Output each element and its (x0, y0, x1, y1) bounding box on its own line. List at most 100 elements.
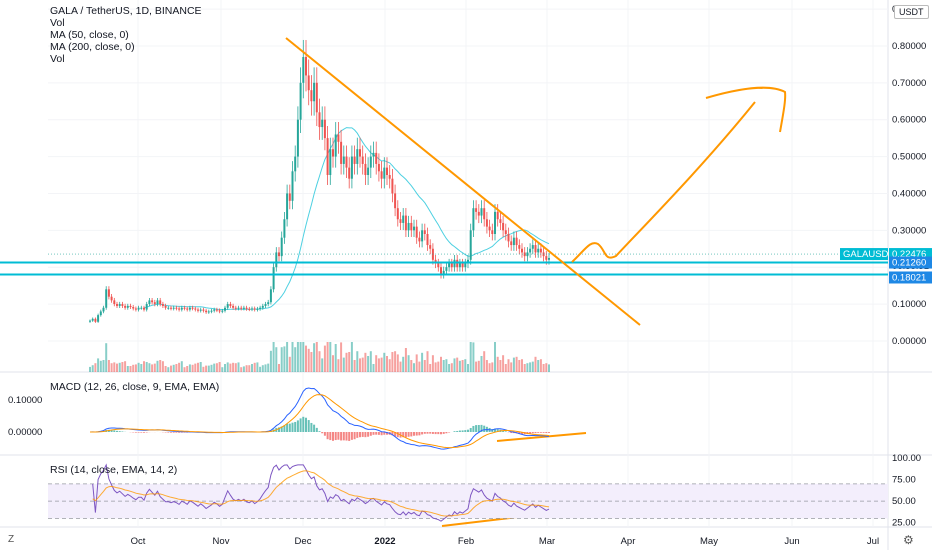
x-tick-label: May (700, 536, 718, 547)
volume-bar (502, 355, 505, 372)
volume-bar (413, 363, 415, 372)
candle-body (458, 263, 461, 268)
rsi-label[interactable]: RSI (14, close, EMA, 14, 2) (50, 464, 178, 476)
candle-body (213, 309, 216, 311)
macd-histogram-bar (372, 432, 375, 435)
candle-body (315, 82, 318, 113)
macd-histogram-bar (369, 432, 372, 436)
volume-bar (475, 361, 478, 372)
candle-body (167, 307, 170, 309)
macd-histogram-bar (437, 432, 440, 435)
macd-line (89, 387, 550, 450)
macd-histogram-bar (494, 428, 496, 432)
volume-bar (164, 366, 167, 372)
candle-body (178, 308, 181, 310)
volume-bar (251, 364, 253, 372)
macd-pane: 0.10000 0.00000 (8, 387, 550, 450)
volume-bar (267, 363, 270, 372)
volume-bar (507, 359, 510, 372)
macd-histogram-bar (118, 431, 121, 432)
volume-bar (294, 347, 297, 372)
macd-histogram-bar (167, 432, 170, 433)
indicator-ma200[interactable]: MA (200, close, 0) (50, 41, 135, 53)
support-lines[interactable] (0, 253, 888, 276)
candle-body (548, 257, 550, 260)
symbol-tag-bg (840, 248, 888, 261)
gear-icon[interactable]: ⚙ (903, 533, 914, 547)
candle-body (232, 305, 235, 308)
volume-bar (178, 362, 181, 372)
y-tick-label: 0.60000 (892, 115, 926, 126)
volume-bar (296, 342, 299, 372)
volume-bar (534, 356, 537, 372)
candle-body (496, 211, 499, 220)
x-tick-label: Oct (131, 536, 146, 547)
candle-body (180, 307, 183, 310)
macd-label[interactable]: MACD (12, 26, close, 9, EMA, EMA) (50, 381, 220, 393)
volume-bar (318, 351, 321, 372)
volume-bar (523, 364, 526, 372)
indicator-vol[interactable]: Vol (50, 17, 65, 29)
macd-histogram-bar (180, 432, 183, 433)
macd-histogram-bar (323, 432, 326, 436)
macd-histogram-bar (410, 432, 413, 437)
candle-body (494, 211, 496, 234)
candle-body (523, 252, 526, 257)
ma-polyline (143, 127, 550, 311)
macd-histogram-bar (178, 432, 181, 433)
macd-histogram-bar (134, 432, 137, 433)
candle-body (97, 315, 100, 322)
candle-body (251, 308, 253, 310)
macd-histogram-bar (356, 432, 359, 438)
volume-bar (386, 356, 388, 372)
macd-histogram-bar (496, 429, 499, 432)
candle-body (488, 226, 491, 231)
macd-histogram-bar (367, 432, 370, 437)
volume-bar (159, 360, 162, 372)
macd-histogram-bar (477, 425, 480, 432)
volume-bar (372, 364, 375, 372)
currency-badge[interactable]: USDT (894, 5, 929, 19)
rsi-y-tick: 50.00 (892, 496, 916, 507)
candle-body (399, 219, 402, 223)
macd-histogram-bar (404, 432, 407, 438)
macd-histogram-bar (375, 432, 378, 435)
candle-body (183, 307, 186, 309)
candle-body (253, 308, 256, 310)
macd-histogram-bar (348, 432, 351, 441)
volume-bar (91, 365, 94, 372)
volume-bar (361, 357, 364, 372)
macd-histogram-bar (548, 432, 550, 433)
candle-body (537, 248, 540, 253)
candle-body (423, 230, 426, 234)
candle-body (475, 208, 478, 212)
macd-histogram-bar (442, 432, 445, 434)
candle-body (526, 252, 529, 257)
trend-drawings[interactable] (285, 37, 787, 527)
volume-bar (151, 364, 154, 372)
price-axis[interactable]: 0.900000.800000.700000.600000.500000.400… (131, 4, 927, 547)
volume-bar (548, 364, 550, 372)
macd-histogram-bar (461, 430, 464, 432)
macd-histogram-bar (318, 431, 321, 432)
volume-bar (134, 364, 137, 372)
candle-body (510, 241, 513, 246)
indicator-ma50[interactable]: MA (50, close, 0) (50, 29, 129, 41)
volume-bar (329, 342, 332, 372)
macd-histogram-bar (491, 429, 494, 432)
macd-histogram-bar (172, 432, 175, 433)
macd-histogram-bar (415, 432, 418, 436)
candle-body (353, 156, 356, 164)
candle-body (240, 307, 243, 309)
volume-bar (321, 358, 324, 372)
macd-y-tick: 0.10000 (8, 395, 42, 406)
candle-body (210, 310, 213, 312)
macd-histogram-bar (326, 432, 329, 440)
volume-bars (89, 342, 550, 372)
candle-body (191, 307, 194, 309)
indicator-vol-2[interactable]: Vol (50, 53, 65, 65)
rsi-y-tick: 100.00 (892, 453, 921, 464)
zoom-icon[interactable]: Z (8, 534, 15, 545)
candle-body (480, 208, 483, 216)
